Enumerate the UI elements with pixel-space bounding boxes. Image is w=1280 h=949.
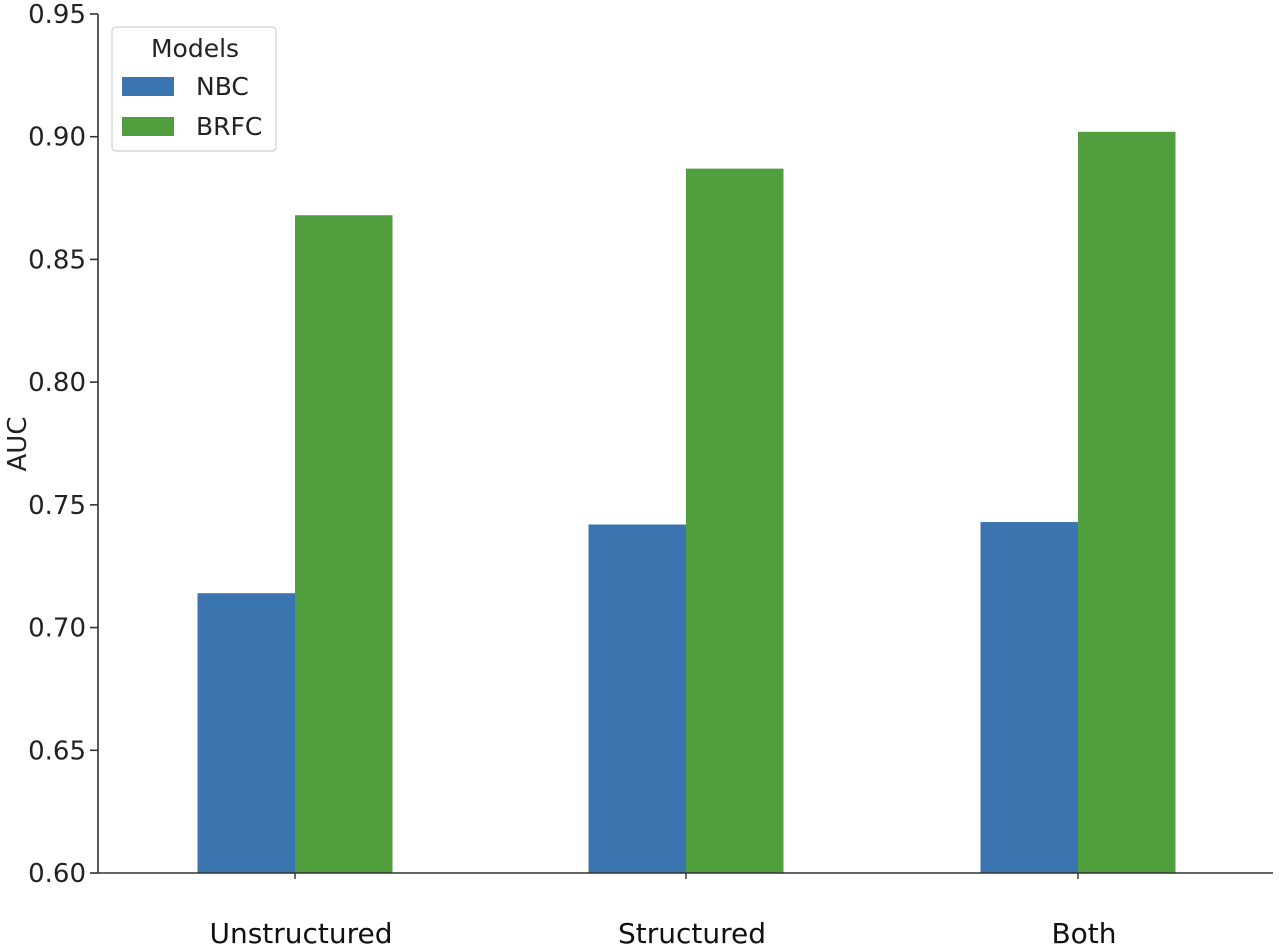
bar-brfc-structured xyxy=(686,168,784,873)
bar-nbc-structured xyxy=(588,524,686,873)
x-category-label: Unstructured xyxy=(209,917,392,949)
y-tick-label: 0.95 xyxy=(28,0,86,30)
legend-label-nbc: NBC xyxy=(196,72,249,101)
y-tick-label: 0.70 xyxy=(28,614,86,644)
y-tick-label: 0.60 xyxy=(28,859,86,889)
y-axis: 0.60 0.65 0.70 0.75 0.80 0.85 0.90 0.95 xyxy=(28,0,99,889)
legend: Models NBC BRFC xyxy=(111,26,277,152)
y-tick-label: 0.80 xyxy=(28,368,86,398)
bar-nbc-unstructured xyxy=(197,593,295,873)
legend-label-brfc: BRFC xyxy=(196,112,262,141)
legend-swatch-brfc xyxy=(122,117,174,136)
y-tick-label: 0.85 xyxy=(28,245,86,275)
y-tick-label: 0.90 xyxy=(28,123,86,153)
y-tick-label: 0.75 xyxy=(28,491,86,521)
x-category-label: Both xyxy=(1051,917,1116,949)
bar-brfc-unstructured xyxy=(295,215,393,873)
x-category-label: Structured xyxy=(618,917,766,949)
x-axis: Unstructured Structured Both xyxy=(98,872,1273,949)
bars-group xyxy=(197,131,1176,873)
bar-brfc-both xyxy=(1078,131,1176,873)
y-axis-title: AUC xyxy=(3,417,33,472)
bar-nbc-both xyxy=(980,522,1078,873)
legend-title: Models xyxy=(151,34,239,63)
y-tick-label: 0.65 xyxy=(28,736,86,766)
legend-swatch-nbc xyxy=(122,77,174,96)
